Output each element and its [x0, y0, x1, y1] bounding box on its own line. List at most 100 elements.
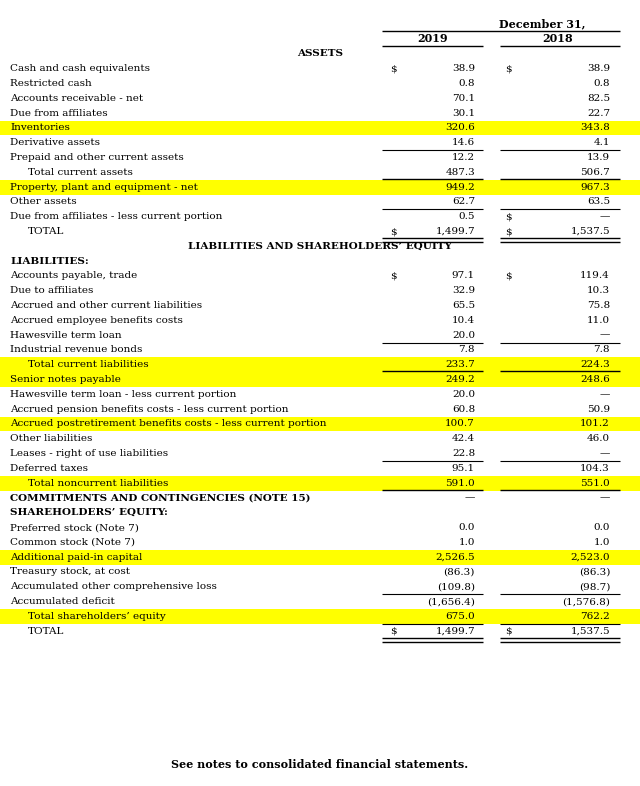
Text: $: $ — [505, 626, 511, 636]
Text: —: — — [600, 449, 610, 458]
Text: Industrial revenue bonds: Industrial revenue bonds — [10, 346, 142, 354]
Text: 20.0: 20.0 — [452, 390, 475, 399]
Text: 70.1: 70.1 — [452, 94, 475, 103]
Text: 95.1: 95.1 — [452, 464, 475, 473]
Text: Total current assets: Total current assets — [28, 168, 133, 177]
Text: Leases - right of use liabilities: Leases - right of use liabilities — [10, 449, 168, 458]
Text: 10.4: 10.4 — [452, 316, 475, 325]
Text: 50.9: 50.9 — [587, 405, 610, 413]
Text: 0.5: 0.5 — [458, 212, 475, 222]
Text: See notes to consolidated financial statements.: See notes to consolidated financial stat… — [172, 758, 468, 769]
Text: 249.2: 249.2 — [445, 375, 475, 384]
Text: 967.3: 967.3 — [580, 182, 610, 192]
Text: Property, plant and equipment - net: Property, plant and equipment - net — [10, 182, 198, 192]
Text: 38.9: 38.9 — [587, 64, 610, 73]
Text: 762.2: 762.2 — [580, 612, 610, 621]
Text: 20.0: 20.0 — [452, 331, 475, 340]
Text: December 31,: December 31, — [499, 18, 586, 29]
Text: $: $ — [505, 212, 511, 222]
Text: 343.8: 343.8 — [580, 123, 610, 133]
Text: $: $ — [505, 227, 511, 236]
Text: 0.8: 0.8 — [593, 79, 610, 88]
Text: Accumulated other comprehensive loss: Accumulated other comprehensive loss — [10, 582, 217, 591]
Text: Cash and cash equivalents: Cash and cash equivalents — [10, 64, 150, 73]
Text: 62.7: 62.7 — [452, 197, 475, 207]
Text: (98.7): (98.7) — [579, 582, 610, 591]
Text: Prepaid and other current assets: Prepaid and other current assets — [10, 153, 184, 162]
Bar — [0, 373, 640, 387]
Text: Accounts payable, trade: Accounts payable, trade — [10, 271, 137, 281]
Text: Due to affiliates: Due to affiliates — [10, 286, 93, 296]
Text: TOTAL: TOTAL — [28, 227, 65, 236]
Text: Accrued and other current liabilities: Accrued and other current liabilities — [10, 301, 202, 310]
Text: 2018: 2018 — [542, 33, 573, 44]
Text: Senior notes payable: Senior notes payable — [10, 375, 121, 384]
Text: 12.2: 12.2 — [452, 153, 475, 162]
Text: (86.3): (86.3) — [579, 567, 610, 576]
Text: 4.1: 4.1 — [593, 138, 610, 147]
Text: Due from affiliates: Due from affiliates — [10, 108, 108, 118]
Text: Total noncurrent liabilities: Total noncurrent liabilities — [28, 479, 168, 487]
Text: ASSETS: ASSETS — [297, 50, 343, 58]
Text: 1.0: 1.0 — [593, 538, 610, 547]
Text: 675.0: 675.0 — [445, 612, 475, 621]
Bar — [0, 180, 640, 195]
Text: 1,537.5: 1,537.5 — [570, 626, 610, 636]
Text: 2,523.0: 2,523.0 — [570, 553, 610, 562]
Text: 82.5: 82.5 — [587, 94, 610, 103]
Text: 11.0: 11.0 — [587, 316, 610, 325]
Text: 591.0: 591.0 — [445, 479, 475, 487]
Text: Other liabilities: Other liabilities — [10, 435, 92, 443]
Text: $: $ — [505, 271, 511, 281]
Text: Common stock (Note 7): Common stock (Note 7) — [10, 538, 135, 547]
Text: COMMITMENTS AND CONTINGENCIES (NOTE 15): COMMITMENTS AND CONTINGENCIES (NOTE 15) — [10, 494, 310, 502]
Text: 100.7: 100.7 — [445, 420, 475, 428]
Text: (1,576.8): (1,576.8) — [562, 597, 610, 606]
Text: Accumulated deficit: Accumulated deficit — [10, 597, 115, 606]
Text: Deferred taxes: Deferred taxes — [10, 464, 88, 473]
Text: 248.6: 248.6 — [580, 375, 610, 384]
Text: 13.9: 13.9 — [587, 153, 610, 162]
Text: 2019: 2019 — [417, 33, 448, 44]
Text: Total shareholders’ equity: Total shareholders’ equity — [28, 612, 166, 621]
Text: LIABILITIES:: LIABILITIES: — [10, 257, 89, 266]
Bar — [0, 358, 640, 373]
Text: 949.2: 949.2 — [445, 182, 475, 192]
Text: (86.3): (86.3) — [444, 567, 475, 576]
Text: —: — — [600, 212, 610, 222]
Text: $: $ — [390, 626, 397, 636]
Text: Due from affiliates - less current portion: Due from affiliates - less current porti… — [10, 212, 222, 222]
Text: 233.7: 233.7 — [445, 360, 475, 369]
Text: —: — — [600, 331, 610, 340]
Text: 101.2: 101.2 — [580, 420, 610, 428]
Text: (1,656.4): (1,656.4) — [427, 597, 475, 606]
Text: Inventories: Inventories — [10, 123, 70, 133]
Text: 1,499.7: 1,499.7 — [435, 626, 475, 636]
Text: 32.9: 32.9 — [452, 286, 475, 296]
Text: 320.6: 320.6 — [445, 123, 475, 133]
Text: Accounts receivable - net: Accounts receivable - net — [10, 94, 143, 103]
Text: —: — — [465, 494, 475, 502]
Text: 0.0: 0.0 — [458, 523, 475, 532]
Text: 22.7: 22.7 — [587, 108, 610, 118]
Text: $: $ — [390, 64, 397, 73]
Text: Treasury stock, at cost: Treasury stock, at cost — [10, 567, 130, 576]
Text: Accrued employee benefits costs: Accrued employee benefits costs — [10, 316, 183, 325]
Text: 97.1: 97.1 — [452, 271, 475, 281]
Text: LIABILITIES AND SHAREHOLDERS’ EQUITY: LIABILITIES AND SHAREHOLDERS’ EQUITY — [188, 242, 452, 251]
Text: 75.8: 75.8 — [587, 301, 610, 310]
Text: 7.8: 7.8 — [593, 346, 610, 354]
Bar — [0, 417, 640, 432]
Bar — [0, 476, 640, 490]
Text: $: $ — [390, 271, 397, 281]
Text: Preferred stock (Note 7): Preferred stock (Note 7) — [10, 523, 139, 532]
Text: —: — — [600, 390, 610, 399]
Text: $: $ — [390, 227, 397, 236]
Bar — [0, 120, 640, 135]
Text: 60.8: 60.8 — [452, 405, 475, 413]
Text: 506.7: 506.7 — [580, 168, 610, 177]
Text: 104.3: 104.3 — [580, 464, 610, 473]
Text: 65.5: 65.5 — [452, 301, 475, 310]
Text: SHAREHOLDERS’ EQUITY:: SHAREHOLDERS’ EQUITY: — [10, 509, 168, 517]
Text: TOTAL: TOTAL — [28, 626, 65, 636]
